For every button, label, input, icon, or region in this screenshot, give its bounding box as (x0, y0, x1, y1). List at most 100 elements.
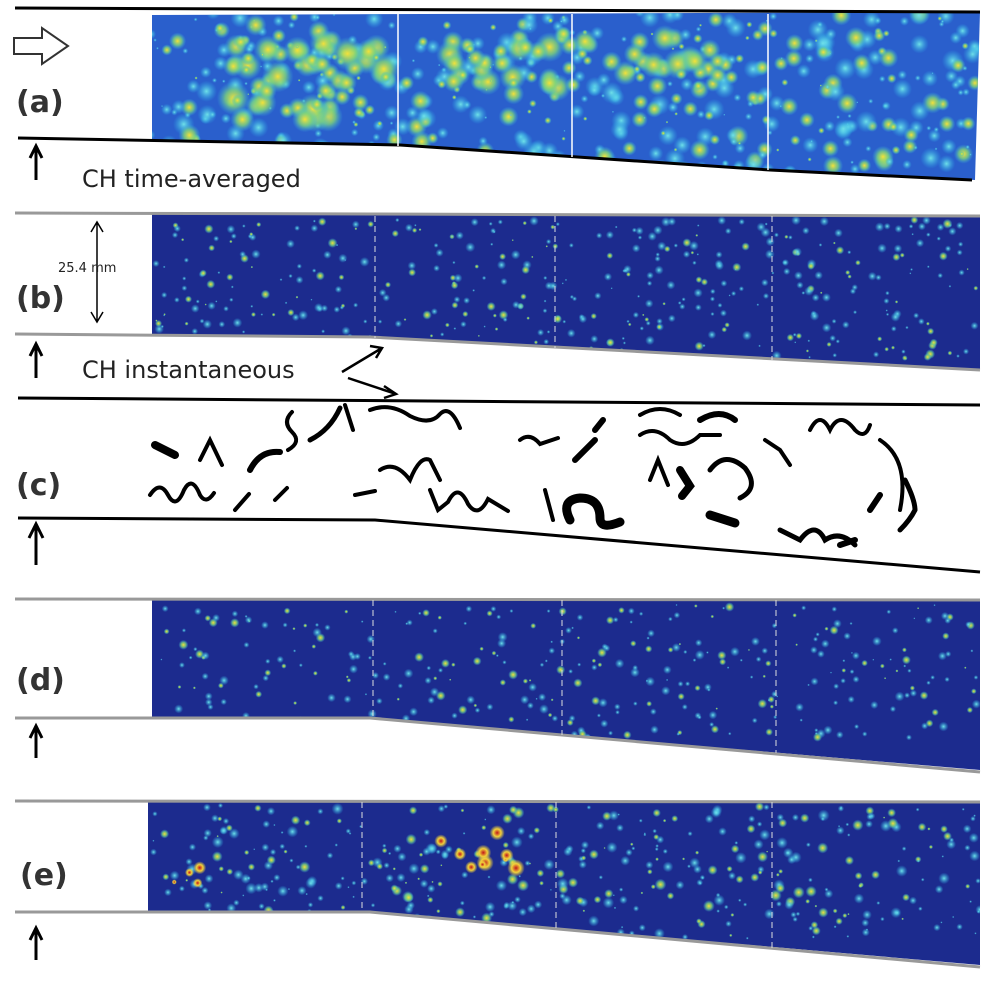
texture (728, 872, 736, 880)
texture (801, 291, 805, 295)
texture (591, 313, 597, 319)
texture (738, 899, 741, 902)
texture (614, 907, 617, 910)
texture (316, 271, 325, 280)
texture (577, 636, 580, 639)
texture (412, 228, 417, 233)
texture (630, 620, 633, 623)
texture (846, 935, 849, 938)
texture (583, 909, 586, 912)
texture (932, 709, 939, 716)
texture (445, 846, 453, 854)
texture (372, 147, 386, 161)
texture (956, 354, 960, 358)
texture (577, 48, 588, 59)
texture (900, 253, 905, 258)
texture (285, 302, 288, 305)
texture (628, 323, 632, 327)
texture (384, 46, 387, 49)
texture (561, 137, 565, 141)
texture (462, 311, 468, 317)
texture (689, 857, 700, 868)
texture (647, 281, 652, 286)
texture (245, 615, 248, 618)
texture (695, 161, 707, 173)
texture (242, 65, 251, 74)
texture (822, 140, 839, 157)
texture (222, 79, 226, 83)
texture (964, 845, 970, 851)
texture (643, 833, 646, 836)
texture (810, 140, 813, 143)
texture (505, 159, 516, 170)
texture (213, 236, 219, 242)
texture (568, 669, 573, 674)
texture (668, 647, 674, 653)
texture (674, 243, 678, 247)
image-e (146, 800, 981, 968)
texture (610, 120, 629, 139)
texture (432, 934, 435, 937)
texture (797, 64, 811, 78)
texture (891, 326, 897, 332)
texture (690, 140, 710, 160)
texture (483, 325, 485, 327)
texture (730, 138, 738, 146)
texture (977, 910, 981, 914)
texture (635, 227, 643, 235)
texture (367, 221, 374, 228)
texture (902, 355, 908, 361)
texture (311, 224, 319, 232)
texture (462, 924, 469, 931)
texture (645, 336, 655, 346)
texture (163, 345, 173, 355)
texture (650, 708, 657, 715)
texture (594, 146, 614, 166)
texture (227, 225, 236, 234)
texture (354, 227, 357, 230)
texture (420, 879, 429, 888)
texture (349, 937, 353, 941)
texture (458, 705, 467, 714)
texture (970, 816, 976, 822)
texture (655, 879, 667, 891)
texture (211, 814, 219, 822)
texture (776, 873, 780, 877)
texture (193, 647, 197, 651)
texture (283, 622, 288, 627)
texture (218, 803, 223, 808)
texture (729, 294, 731, 296)
texture (475, 845, 491, 861)
texture (547, 609, 551, 613)
texture (604, 273, 612, 281)
texture (921, 722, 928, 729)
texture (817, 650, 825, 658)
texture (225, 725, 232, 732)
texture (817, 842, 828, 853)
texture (971, 688, 977, 694)
texture (219, 321, 226, 328)
texture (807, 262, 815, 270)
texture (579, 861, 587, 869)
texture (527, 109, 532, 114)
texture (510, 114, 512, 116)
texture (160, 829, 169, 838)
texture (831, 5, 851, 25)
texture (431, 308, 438, 315)
texture (909, 897, 917, 905)
texture (379, 289, 387, 297)
texture (438, 805, 445, 812)
texture (581, 95, 589, 103)
texture (323, 163, 343, 183)
texture (534, 827, 540, 833)
texture (704, 110, 714, 120)
texture (261, 883, 269, 891)
texture (441, 659, 450, 668)
texture (528, 683, 537, 692)
texture (710, 296, 715, 301)
texture (423, 350, 428, 355)
texture (351, 129, 358, 136)
texture (347, 886, 349, 888)
texture (386, 726, 390, 730)
texture (296, 276, 304, 284)
